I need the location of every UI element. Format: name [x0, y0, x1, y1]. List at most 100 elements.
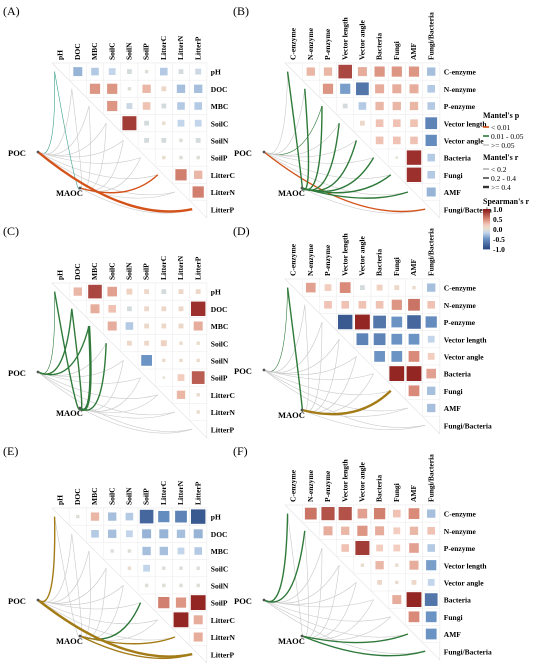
legend-mantel-p-title: Mantel's p — [483, 111, 520, 120]
row-label-litterc: LitterC — [211, 616, 235, 625]
cell-p-enzyme-amf — [409, 543, 419, 553]
driver-node-poc — [262, 598, 266, 602]
cell-littern-litterp — [192, 186, 204, 198]
link-poc-fungi-bacteria — [263, 599, 426, 654]
colorbar-segment — [483, 229, 490, 231]
cell-c-enzyme-fungi-bacteria — [427, 67, 436, 76]
panel-label: (D) — [233, 224, 250, 238]
row-label-c-enzyme: C-enzyme — [444, 68, 477, 77]
row-label-vector-angle: Vector angle — [444, 136, 484, 145]
driver-node-maoc — [78, 634, 82, 638]
cell-soiln-littern — [179, 358, 183, 363]
cell-doc-soilp — [144, 306, 150, 312]
cell-n-enzyme-amf — [409, 84, 419, 94]
cell-mbc-soilp — [142, 546, 151, 556]
colorbar-segment — [483, 210, 490, 212]
link-maoc-vector-angle — [301, 582, 357, 639]
colorbar-tick: -1.0 — [493, 245, 505, 254]
cell-doc-litterp — [194, 84, 203, 93]
row-label-c-enzyme: C-enzyme — [444, 510, 477, 519]
cell-ph-soiln — [125, 512, 134, 521]
row-label-mbc: MBC — [211, 102, 229, 111]
colorbar-segment — [483, 215, 490, 217]
cell-ph-soiln — [126, 69, 132, 75]
cell-c-enzyme-vector-length — [338, 507, 352, 521]
cell-litterc-litterp — [196, 393, 200, 397]
link-poc-bacteria — [263, 599, 374, 608]
cell-p-enzyme-bacteria — [373, 315, 386, 329]
cell-amf-fungi-bacteria — [427, 403, 436, 413]
row-label-vector-length: Vector length — [444, 335, 488, 344]
col-label-litterp: LitterP — [193, 481, 202, 505]
cell-doc-soilc — [107, 83, 118, 94]
panels-layer: (A) pH DOC MBC SoilC SoilN SoilP LitterC LitterN… — [3, 4, 492, 664]
driver-label-poc: POC — [8, 368, 26, 378]
col-label-soilp: SoilP — [142, 488, 151, 505]
col-label-fungi: Fungi — [392, 257, 401, 276]
cell-ph-soilp — [144, 289, 150, 295]
col-label-littern: LitterN — [176, 480, 185, 505]
colorbar-segment — [483, 222, 490, 224]
colorbar-tick: -0.5 — [493, 235, 505, 244]
cell-ph-soilp — [144, 69, 149, 74]
row-label-ph: pH — [211, 68, 221, 77]
row-label-fungi: Fungi — [444, 613, 463, 622]
row-label-litterp: LitterP — [211, 650, 235, 659]
col-label-fungi: Fungi — [392, 41, 401, 60]
col-label-bacteria: Bacteria — [375, 33, 384, 60]
cell-soilp-littern — [179, 155, 183, 160]
col-label-ph: pH — [56, 50, 65, 60]
cell-doc-soilc — [108, 305, 116, 313]
cell-soilp-littern — [175, 597, 187, 608]
link-maoc-n-enzyme — [301, 304, 309, 412]
cell-c-enzyme-p-enzyme — [324, 284, 332, 291]
colorbar-segment — [483, 223, 490, 225]
col-label-mbc: MBC — [90, 488, 99, 506]
cell-c-enzyme-vector-angle — [357, 67, 367, 77]
cell-bacteria-fungi-bacteria — [426, 368, 437, 379]
cell-n-enzyme-fungi — [393, 527, 401, 535]
cell-mbc-litterp — [194, 547, 202, 555]
cell-n-enzyme-bacteria — [375, 84, 385, 94]
driver-label-maoc: MAOC — [278, 636, 305, 646]
cell-p-enzyme-bacteria — [375, 101, 384, 111]
cell-bacteria-amf — [406, 366, 422, 382]
cell-soilc-soiln — [122, 116, 137, 131]
driver-label-poc: POC — [234, 596, 252, 606]
link-poc-ph — [37, 516, 56, 603]
mantel-links — [263, 287, 426, 431]
legend-r-item: >= 0.4 — [491, 183, 511, 192]
cell-ph-litterc — [160, 67, 168, 76]
mantel-links — [37, 516, 193, 660]
cell-doc-littern — [176, 84, 186, 93]
cell-c-enzyme-vector-length — [338, 64, 352, 79]
legend-spearman-title: Spearman's r — [483, 197, 529, 206]
cell-vector-angle-bacteria — [375, 136, 384, 145]
driver-node-poc — [36, 598, 40, 602]
colorbar-segment — [483, 245, 490, 247]
cell-n-enzyme-fungi-bacteria — [427, 85, 435, 93]
col-label-n-enzyme: N-enzyme — [306, 27, 315, 60]
col-label-litterc: LitterC — [159, 36, 168, 60]
driver-node-maoc — [78, 406, 82, 410]
col-label-bacteria: Bacteria — [375, 249, 384, 276]
cell-vector-length-bacteria — [375, 561, 384, 570]
link-maoc-soilc — [79, 123, 107, 191]
col-label-bacteria: Bacteria — [375, 475, 384, 502]
cell-c-enzyme-amf — [408, 508, 420, 519]
link-poc-c-enzyme — [263, 287, 288, 372]
cell-c-enzyme-fungi-bacteria — [427, 283, 436, 292]
link-maoc-litterc — [79, 174, 159, 194]
col-label-soiln: SoilN — [124, 487, 133, 505]
cell-n-enzyme-bacteria — [375, 526, 385, 536]
cell-soilc-litterc — [160, 340, 167, 347]
cell-p-enzyme-fungi — [392, 101, 401, 111]
cell-ph-mbc — [88, 284, 102, 299]
row-label-soiln: SoilN — [211, 581, 229, 590]
row-label-n-enzyme: N-enzyme — [444, 527, 477, 536]
cell-soilp-litterp — [191, 371, 205, 384]
cell-vector-length-bacteria — [373, 333, 386, 346]
link-maoc-amf — [301, 187, 409, 199]
cell-soiln-litterp — [196, 583, 200, 588]
driver-node-poc — [36, 150, 40, 154]
